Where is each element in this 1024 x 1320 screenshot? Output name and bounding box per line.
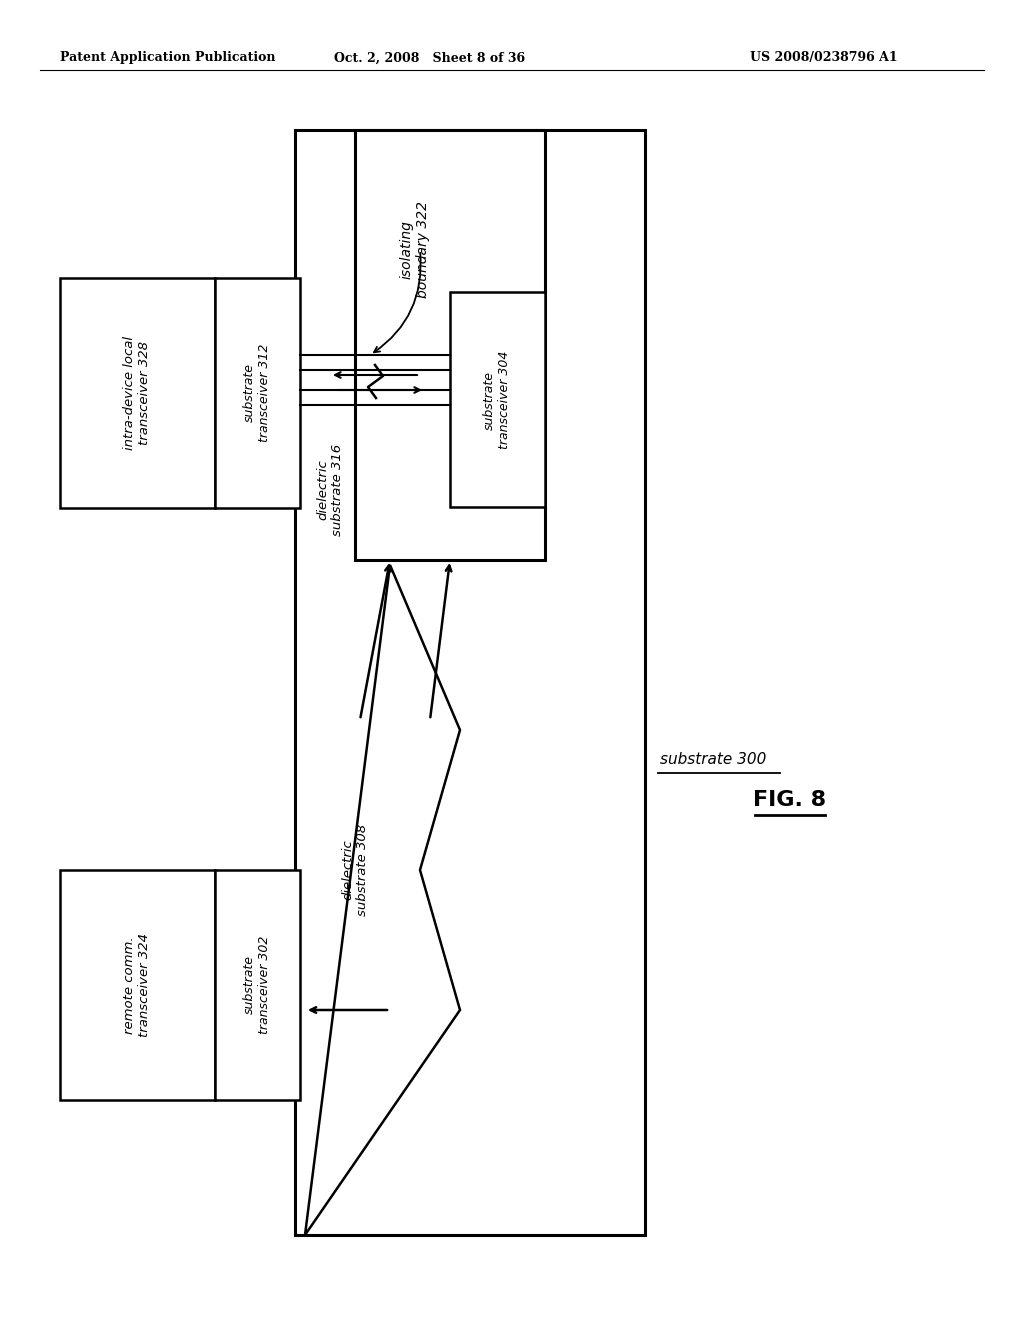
Text: substrate
transceiver 312: substrate transceiver 312 — [243, 343, 271, 442]
Text: dielectric
substrate 308: dielectric substrate 308 — [341, 824, 369, 916]
Bar — [355, 129, 545, 560]
Bar — [60, 279, 215, 508]
Text: Patent Application Publication: Patent Application Publication — [60, 51, 275, 65]
Bar — [450, 292, 545, 507]
Text: substrate
transceiver 304: substrate transceiver 304 — [483, 351, 511, 449]
Bar — [60, 870, 215, 1100]
Bar — [215, 870, 300, 1100]
Text: isolating
boundary 322: isolating boundary 322 — [400, 202, 430, 298]
Text: substrate
transceiver 302: substrate transceiver 302 — [243, 936, 271, 1034]
Text: substrate 300: substrate 300 — [660, 752, 766, 767]
Text: intra-device local
transceiver 328: intra-device local transceiver 328 — [123, 337, 151, 450]
Bar — [215, 279, 300, 508]
Bar — [295, 129, 645, 1236]
Text: FIG. 8: FIG. 8 — [754, 789, 826, 810]
Text: remote comm.
transceiver 324: remote comm. transceiver 324 — [123, 933, 151, 1038]
Text: Oct. 2, 2008   Sheet 8 of 36: Oct. 2, 2008 Sheet 8 of 36 — [335, 51, 525, 65]
Text: US 2008/0238796 A1: US 2008/0238796 A1 — [750, 51, 898, 65]
Text: dielectric
substrate 316: dielectric substrate 316 — [316, 444, 344, 536]
